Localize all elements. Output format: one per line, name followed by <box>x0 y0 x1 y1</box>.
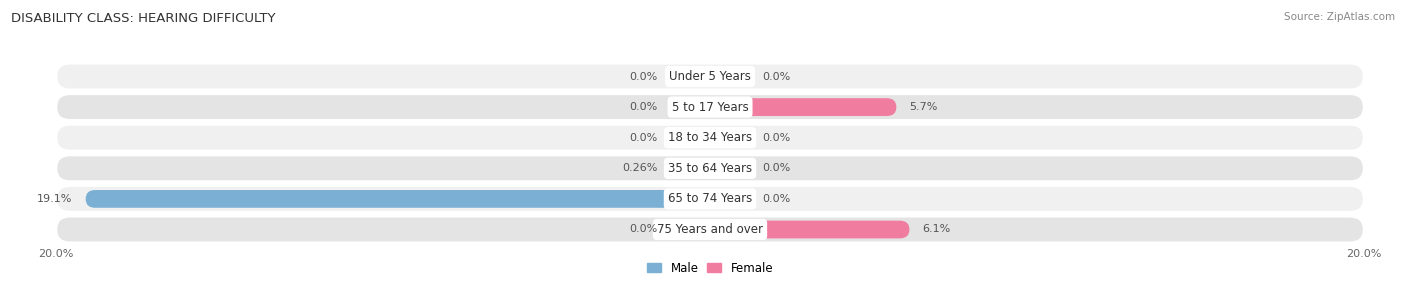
FancyBboxPatch shape <box>671 159 710 177</box>
FancyBboxPatch shape <box>710 221 910 238</box>
Text: 0.0%: 0.0% <box>630 72 658 81</box>
Text: 19.1%: 19.1% <box>37 194 73 204</box>
Text: 5 to 17 Years: 5 to 17 Years <box>672 101 748 114</box>
Text: Under 5 Years: Under 5 Years <box>669 70 751 83</box>
FancyBboxPatch shape <box>671 98 710 116</box>
Text: 0.0%: 0.0% <box>762 163 790 173</box>
Text: 5.7%: 5.7% <box>910 102 938 112</box>
FancyBboxPatch shape <box>56 155 1364 181</box>
Text: DISABILITY CLASS: HEARING DIFFICULTY: DISABILITY CLASS: HEARING DIFFICULTY <box>11 12 276 25</box>
FancyBboxPatch shape <box>710 98 897 116</box>
FancyBboxPatch shape <box>671 68 710 85</box>
Text: 0.0%: 0.0% <box>630 225 658 234</box>
Text: 0.0%: 0.0% <box>630 102 658 112</box>
Legend: Male, Female: Male, Female <box>643 257 778 279</box>
Text: 18 to 34 Years: 18 to 34 Years <box>668 131 752 144</box>
FancyBboxPatch shape <box>710 159 749 177</box>
FancyBboxPatch shape <box>710 129 749 147</box>
FancyBboxPatch shape <box>671 129 710 147</box>
FancyBboxPatch shape <box>710 190 749 208</box>
Text: 35 to 64 Years: 35 to 64 Years <box>668 162 752 175</box>
Text: 75 Years and over: 75 Years and over <box>657 223 763 236</box>
Text: 65 to 74 Years: 65 to 74 Years <box>668 192 752 205</box>
Text: Source: ZipAtlas.com: Source: ZipAtlas.com <box>1284 12 1395 22</box>
Text: 0.0%: 0.0% <box>762 72 790 81</box>
FancyBboxPatch shape <box>671 221 710 238</box>
FancyBboxPatch shape <box>56 94 1364 120</box>
FancyBboxPatch shape <box>56 64 1364 89</box>
FancyBboxPatch shape <box>56 125 1364 151</box>
FancyBboxPatch shape <box>56 217 1364 242</box>
Text: 0.0%: 0.0% <box>762 133 790 143</box>
Text: 0.0%: 0.0% <box>762 194 790 204</box>
Text: 6.1%: 6.1% <box>922 225 950 234</box>
Text: 0.0%: 0.0% <box>630 133 658 143</box>
FancyBboxPatch shape <box>56 186 1364 212</box>
FancyBboxPatch shape <box>710 68 749 85</box>
Text: 0.26%: 0.26% <box>623 163 658 173</box>
FancyBboxPatch shape <box>86 190 710 208</box>
